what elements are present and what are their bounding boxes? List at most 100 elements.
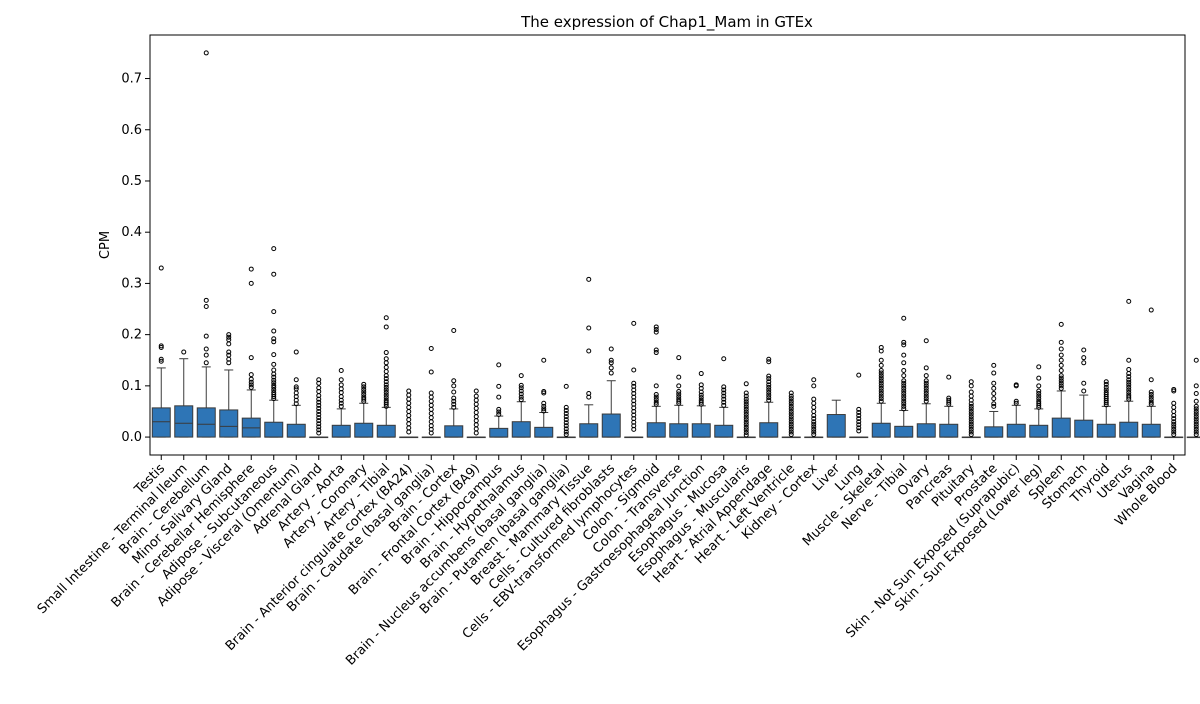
outlier-point: [856, 413, 862, 419]
box-group: [1096, 379, 1116, 438]
outlier-point: [721, 402, 727, 408]
outlier-point: [271, 328, 277, 334]
outlier-point: [473, 422, 479, 428]
outlier-point: [541, 408, 547, 414]
box-group: [1141, 307, 1161, 438]
outlier-point: [203, 297, 209, 303]
outlier-point: [1193, 398, 1199, 404]
outlier-point: [1148, 397, 1154, 403]
outlier-point: [901, 360, 907, 366]
outlier-point: [586, 348, 592, 354]
outlier-point: [1103, 384, 1109, 390]
outlier-point: [901, 380, 907, 386]
outlier-point: [271, 339, 277, 345]
outlier-point: [743, 419, 749, 425]
outlier-point: [451, 398, 457, 404]
outlier-point: [271, 361, 277, 367]
box: [601, 413, 621, 438]
outlier-point: [473, 405, 479, 411]
outlier-point: [743, 381, 749, 387]
outlier-point: [856, 406, 862, 412]
outlier-point: [248, 280, 254, 286]
box-group: [264, 246, 284, 438]
outlier-point: [383, 350, 389, 356]
outlier-point: [1036, 388, 1042, 394]
outlier-point: [1171, 429, 1177, 435]
outlier-point: [721, 393, 727, 399]
outlier-point: [923, 396, 929, 402]
outlier-point: [991, 403, 997, 409]
box-group: [354, 381, 374, 438]
outlier-point: [271, 367, 277, 373]
outlier-point: [901, 352, 907, 358]
outlier-point: [406, 413, 412, 419]
outlier-point: [586, 276, 592, 282]
outlier-point: [158, 344, 164, 350]
outlier-point: [788, 396, 794, 402]
outlier-point: [406, 396, 412, 402]
box-group: [444, 328, 464, 438]
outlier-point: [1058, 385, 1064, 391]
outlier-point: [923, 393, 929, 399]
outlier-point: [518, 394, 524, 400]
outlier-point: [383, 390, 389, 396]
outlier-point: [271, 392, 277, 398]
outlier-point: [1171, 404, 1177, 410]
outlier-point: [878, 383, 884, 389]
box-group: [399, 388, 419, 439]
outlier-point: [293, 349, 299, 355]
outlier-point: [653, 350, 659, 356]
outlier-point: [1126, 392, 1132, 398]
box-group: [916, 338, 936, 438]
box: [646, 422, 666, 438]
outlier-point: [743, 399, 749, 405]
outlier-point: [203, 333, 209, 339]
outlier-point: [383, 397, 389, 403]
outlier-point: [743, 427, 749, 433]
outlier-point: [923, 365, 929, 371]
outlier-point: [788, 421, 794, 427]
outlier-point: [856, 425, 862, 431]
box-group: [489, 362, 509, 438]
outlier-point: [968, 426, 974, 432]
outlier-point: [496, 383, 502, 389]
outlier-point: [451, 383, 457, 389]
outlier-point: [631, 320, 637, 326]
outlier-point: [563, 426, 569, 432]
outlier-point: [721, 356, 727, 362]
outlier-point: [901, 367, 907, 373]
outlier-point: [878, 385, 884, 391]
outlier-point: [338, 400, 344, 406]
box: [1141, 423, 1161, 438]
outlier-point: [901, 396, 907, 402]
outlier-point: [1126, 394, 1132, 400]
outlier-point: [586, 391, 592, 397]
outlier-point: [518, 382, 524, 388]
outlier-point: [766, 390, 772, 396]
outlier-point: [743, 396, 749, 402]
outlier-point: [968, 379, 974, 385]
outlier-point: [1013, 400, 1019, 406]
outlier-point: [1171, 426, 1177, 432]
outlier-point: [203, 346, 209, 352]
outlier-point: [271, 377, 277, 383]
outlier-point: [316, 430, 322, 436]
outlier-point: [361, 389, 367, 395]
outlier-point: [608, 357, 614, 363]
outlier-point: [1036, 393, 1042, 399]
box-group: [646, 324, 666, 438]
outlier-point: [1148, 389, 1154, 395]
outlier-point: [316, 421, 322, 427]
outlier-point: [743, 409, 749, 415]
outlier-point: [653, 347, 659, 353]
outlier-point: [361, 381, 367, 387]
box: [1096, 423, 1116, 438]
outlier-point: [968, 419, 974, 425]
box-group: [151, 265, 171, 438]
outlier-point: [901, 383, 907, 389]
outlier-point: [271, 271, 277, 277]
box-group: [669, 355, 689, 438]
outlier-point: [743, 404, 749, 410]
outlier-point: [788, 390, 794, 396]
